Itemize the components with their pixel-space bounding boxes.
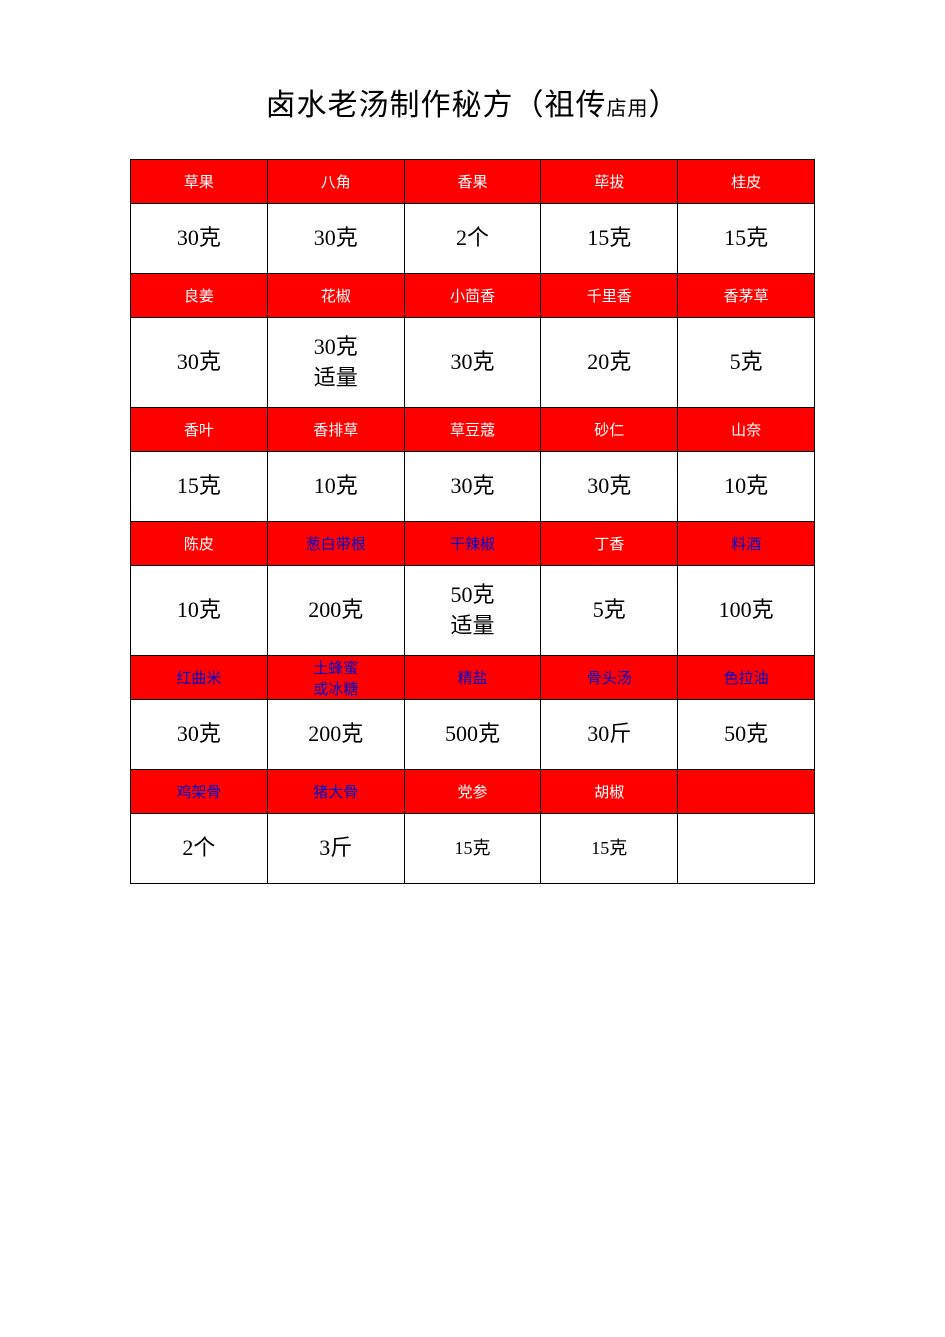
recipe-table: 草果八角香果荜拔桂皮30克30克2个15克15克良姜花椒小茴香千里香香茅草30克… [130, 159, 815, 884]
ingredient-header: 山奈 [678, 408, 815, 452]
ingredient-header [678, 770, 815, 814]
ingredient-header: 土蜂蜜或冰糖 [267, 656, 404, 700]
ingredient-header: 小茴香 [404, 274, 541, 318]
ingredient-value: 10克 [131, 566, 268, 656]
ingredient-value: 30克 [404, 452, 541, 522]
ingredient-header: 鸡架骨 [131, 770, 268, 814]
ingredient-value: 30克 [541, 452, 678, 522]
ingredient-header: 香排草 [267, 408, 404, 452]
ingredient-value: 15克 [131, 452, 268, 522]
ingredient-header: 花椒 [267, 274, 404, 318]
ingredient-value: 50克 [678, 700, 815, 770]
title-main: 卤水老汤制作秘方（祖传 [266, 89, 607, 122]
ingredient-header: 砂仁 [541, 408, 678, 452]
ingredient-value: 30克 [404, 318, 541, 408]
ingredient-header: 精盐 [404, 656, 541, 700]
ingredient-header: 红曲米 [131, 656, 268, 700]
ingredient-header: 陈皮 [131, 522, 268, 566]
ingredient-value: 3斤 [267, 814, 404, 884]
ingredient-value: 200克 [267, 700, 404, 770]
ingredient-header: 草果 [131, 160, 268, 204]
ingredient-header: 骨头汤 [541, 656, 678, 700]
ingredient-header: 香叶 [131, 408, 268, 452]
ingredient-header: 党参 [404, 770, 541, 814]
ingredient-value: 30斤 [541, 700, 678, 770]
ingredient-value: 500克 [404, 700, 541, 770]
ingredient-value: 15克 [404, 814, 541, 884]
ingredient-value: 50克适量 [404, 566, 541, 656]
ingredient-header: 良姜 [131, 274, 268, 318]
ingredient-header: 猪大骨 [267, 770, 404, 814]
page-title: 卤水老汤制作秘方（祖传店用） [130, 80, 815, 124]
ingredient-header: 香果 [404, 160, 541, 204]
ingredient-value: 5克 [541, 566, 678, 656]
ingredient-value: 2个 [404, 204, 541, 274]
ingredient-value: 30克 [267, 204, 404, 274]
ingredient-value: 200克 [267, 566, 404, 656]
title-end: ） [649, 89, 680, 122]
ingredient-value: 2个 [131, 814, 268, 884]
ingredient-header: 香茅草 [678, 274, 815, 318]
ingredient-header: 桂皮 [678, 160, 815, 204]
ingredient-value: 15克 [541, 204, 678, 274]
ingredient-value: 30克 [131, 204, 268, 274]
ingredient-value: 10克 [678, 452, 815, 522]
ingredient-header: 色拉油 [678, 656, 815, 700]
ingredient-value: 100克 [678, 566, 815, 656]
ingredient-value: 15克 [541, 814, 678, 884]
ingredient-value: 15克 [678, 204, 815, 274]
ingredient-header: 草豆蔻 [404, 408, 541, 452]
title-suffix: 店用 [607, 98, 649, 120]
ingredient-header: 葱白带根 [267, 522, 404, 566]
ingredient-header: 干辣椒 [404, 522, 541, 566]
ingredient-value: 20克 [541, 318, 678, 408]
ingredient-value: 10克 [267, 452, 404, 522]
ingredient-header: 千里香 [541, 274, 678, 318]
ingredient-header: 胡椒 [541, 770, 678, 814]
ingredient-value: 30克 [131, 318, 268, 408]
ingredient-value: 30克适量 [267, 318, 404, 408]
ingredient-header: 荜拔 [541, 160, 678, 204]
ingredient-header: 八角 [267, 160, 404, 204]
ingredient-header: 丁香 [541, 522, 678, 566]
ingredient-value: 5克 [678, 318, 815, 408]
ingredient-value: 30克 [131, 700, 268, 770]
ingredient-value [678, 814, 815, 884]
ingredient-header: 料酒 [678, 522, 815, 566]
